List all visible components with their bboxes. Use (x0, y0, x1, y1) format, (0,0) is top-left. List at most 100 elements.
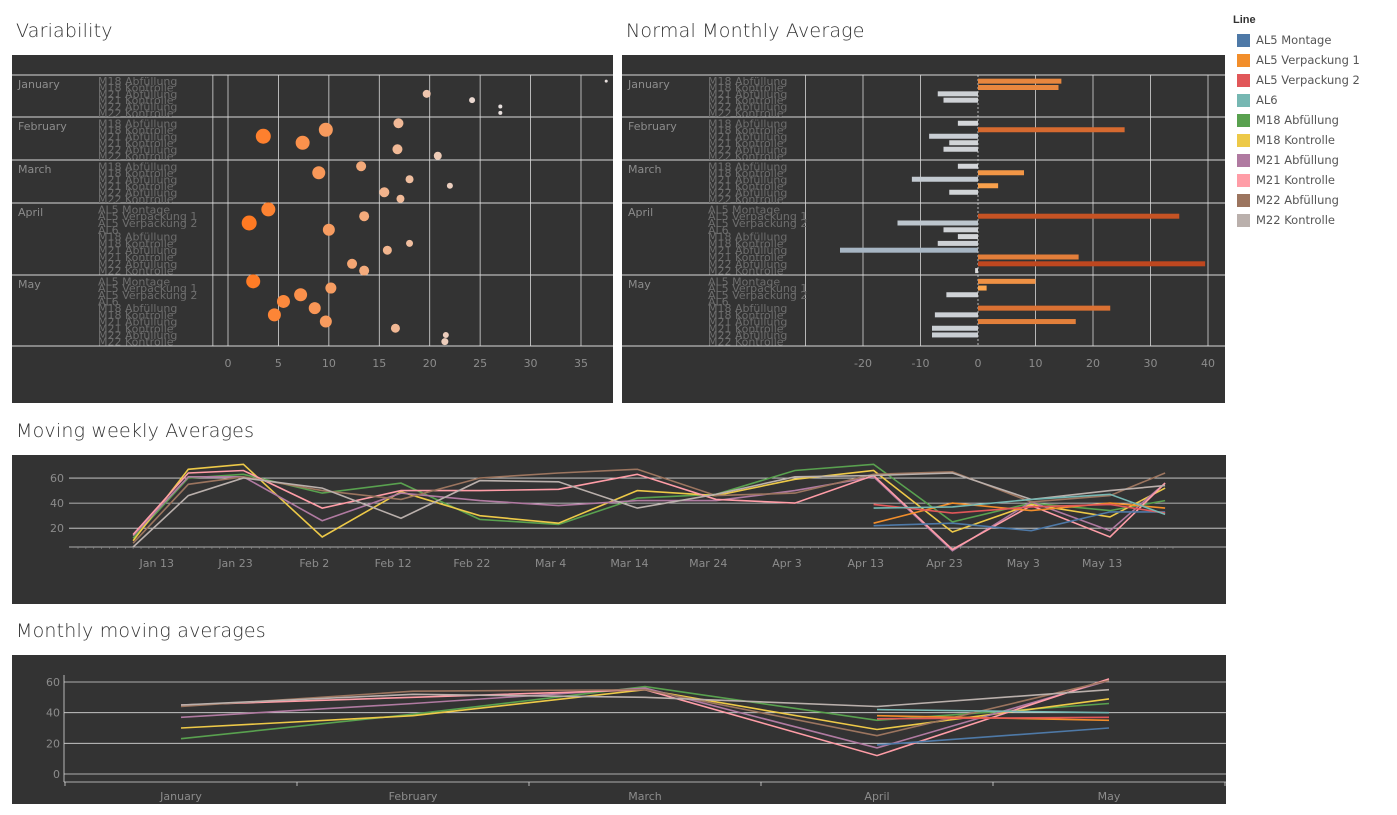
series-line-m18-abf-llung (180, 685, 1110, 740)
line-label: M21 Kontrolle (98, 137, 174, 150)
series-line-m21-kontrolle (132, 469, 1166, 551)
bar (978, 85, 1059, 90)
monthly-moving-chart[interactable]: 0 20 40 60 January February March April May (12, 655, 1226, 804)
legend-item-m18-kontrolle[interactable]: M18 Kontrolle (1233, 130, 1393, 150)
line-label: M22 Kontrolle (98, 150, 174, 163)
line-label: M18 Abfüllung (708, 160, 787, 173)
month-label: February (18, 120, 67, 133)
line-label: M21 Kontrolle (98, 94, 174, 107)
bar (978, 319, 1076, 325)
legend-item-al5-verpackung-1[interactable]: AL5 Verpackung 1 (1233, 50, 1393, 70)
month-label: May (18, 278, 41, 291)
line-label: M22 Kontrolle (708, 336, 784, 349)
data-point (396, 194, 405, 203)
series-line-m21-abf-llung (132, 475, 1166, 552)
x-tick-label: Mar 14 (610, 557, 648, 570)
series-line-m22-kontrolle (132, 472, 1166, 548)
line-label: AL5 Verpackung 1 (98, 282, 197, 295)
line-label: AL5 Verpackung 2 (98, 217, 197, 230)
bar (943, 227, 978, 233)
legend-label: M22 Abfüllung (1256, 193, 1339, 207)
x-tick-label: Jan 23 (217, 557, 252, 570)
line-label: M18 Abfüllung (98, 117, 177, 130)
line-label: M22 Abfüllung (98, 101, 177, 114)
data-point (276, 294, 290, 308)
legend-item-al6[interactable]: AL6 (1233, 90, 1393, 110)
legend-title: Line (1233, 14, 1256, 26)
line-label: M21 Kontrolle (98, 180, 174, 193)
data-point (322, 223, 335, 236)
series-line-m22-kontrolle (180, 688, 1110, 708)
line-label: M22 Kontrolle (708, 107, 784, 120)
data-point (267, 308, 281, 322)
variability-chart[interactable]: January M18 Abfüllung M18 Kontrolle M21 Abf… (12, 55, 613, 403)
data-point (469, 97, 476, 104)
x-tick-label: Mar 24 (689, 557, 727, 570)
data-point (356, 161, 367, 172)
bar (937, 240, 978, 246)
x-tick-label: Apr 13 (848, 557, 885, 570)
x-tick-label: -10 (912, 357, 930, 370)
data-point (446, 182, 453, 189)
line-label: M18 Kontrolle (98, 124, 174, 137)
x-tick-label: Feb 12 (375, 557, 412, 570)
bar (897, 220, 978, 226)
legend-swatch (1237, 53, 1250, 67)
line-label: M22 Abfüllung (98, 143, 177, 156)
line-label: AL5 Verpackung 2 (98, 289, 197, 302)
bar (978, 78, 1062, 84)
line-label: M18 Kontrolle (708, 167, 784, 180)
line-label: AL5 Montage (98, 275, 170, 288)
line-label: AL6 (708, 295, 729, 308)
bar (943, 97, 978, 103)
legend-item-m22-abf-llung[interactable]: M22 Abfüllung (1233, 190, 1393, 210)
legend-item-al5-verpackung-2[interactable]: AL5 Verpackung 2 (1233, 70, 1393, 90)
line-label: M22 Abfüllung (98, 186, 177, 199)
bar (957, 234, 978, 240)
x-tick-label: 10 (322, 357, 336, 370)
legend-swatch (1237, 113, 1250, 127)
series-line-al5-verpackung-2 (873, 503, 1166, 514)
bar (946, 292, 978, 298)
legend-swatch (1237, 93, 1250, 107)
legend-item-m22-kontrolle[interactable]: M22 Kontrolle (1233, 210, 1393, 230)
legend-item-m21-abf-llung[interactable]: M21 Abfüllung (1233, 150, 1393, 170)
data-point (359, 211, 370, 222)
x-tick-label: March (628, 790, 662, 803)
bar (957, 163, 978, 169)
data-point (422, 89, 431, 98)
data-point (405, 175, 414, 184)
line-label: M21 Kontrolle (708, 137, 784, 150)
bar (932, 332, 978, 338)
line-label: M21 Kontrolle (98, 251, 174, 264)
line-label: M18 Abfüllung (708, 75, 787, 88)
moving-weekly-chart[interactable]: 20 40 60 Jan 13 Jan 23 Feb 2 Feb 12 Feb 22 Mar 4… (12, 455, 1226, 604)
line-label: M21 Abfüllung (708, 244, 787, 257)
month-label: January (17, 78, 60, 91)
month-label: May (628, 278, 651, 291)
line-label: AL5 Verpackung 1 (708, 210, 807, 223)
x-tick-label: 30 (1144, 357, 1158, 370)
legend-item-m21-kontrolle[interactable]: M21 Kontrolle (1233, 170, 1393, 190)
legend-item-al5-montage[interactable]: AL5 Montage (1233, 30, 1393, 50)
x-tick-label: 35 (574, 357, 588, 370)
x-tick-label: Mar 4 (535, 557, 566, 570)
line-label: M21 Kontrolle (708, 180, 784, 193)
x-tick-label: 10 (1029, 357, 1043, 370)
line-label: M18 Kontrolle (98, 237, 174, 250)
line-label: M18 Kontrolle (98, 167, 174, 180)
x-tick-label: January (159, 790, 202, 803)
bar (911, 176, 978, 182)
x-tick-label: Apr 23 (926, 557, 963, 570)
series-line-m21-abf-llung (180, 679, 1110, 749)
line-label: M18 Kontrolle (98, 82, 174, 95)
legend-item-m18-abf-llung[interactable]: M18 Abfüllung (1233, 110, 1393, 130)
data-point (392, 144, 403, 155)
line-label: M18 Kontrolle (708, 309, 784, 322)
data-point (604, 79, 608, 83)
x-tick-label: 20 (1086, 357, 1100, 370)
line-label: M18 Kontrolle (708, 124, 784, 137)
series-line-al5-verpackung-2 (876, 716, 1110, 720)
normal-monthly-average-chart[interactable]: January M18 Abfüllung M18 Kontrolle M21 Abf… (622, 55, 1225, 403)
month-label: March (18, 163, 52, 176)
